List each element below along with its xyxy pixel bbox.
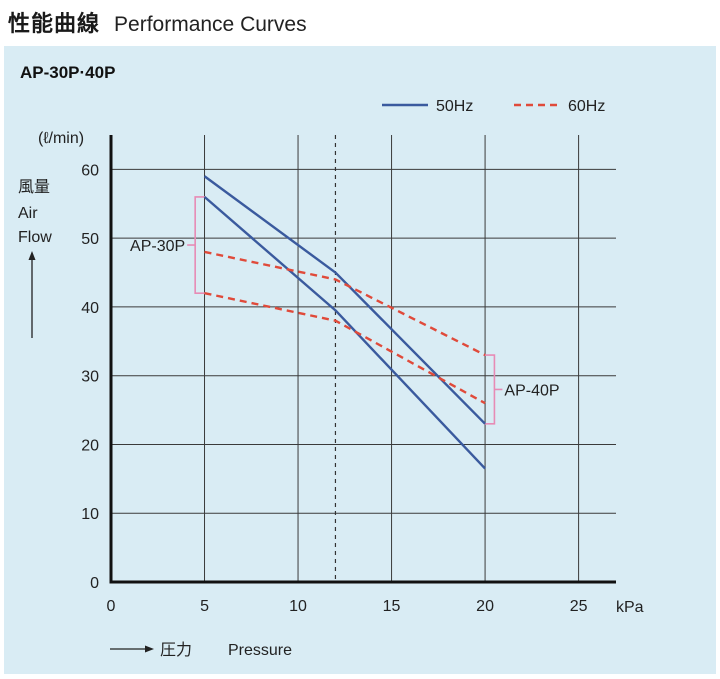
x-tick-20: 20 [476,598,494,615]
y-label-jp: 風量 [18,179,50,196]
y-tick-60: 60 [81,162,99,179]
performance-chart: AP-30P·40P 50Hz 60Hz (ℓ/min) 風量 Air Flow… [18,63,644,659]
y-arrow [28,251,36,338]
y-label-en-2: Flow [18,229,52,246]
x-tick-25: 25 [570,598,588,615]
y-tick-30: 30 [81,369,99,386]
y-label-en-1: Air [18,205,38,222]
model-label-ap-40p: AP-40P [504,382,559,399]
page-header: 性能曲線 Performance Curves [8,6,307,42]
x-tick-10: 10 [289,598,307,615]
y-unit: (ℓ/min) [38,130,84,147]
x-tick-15: 15 [383,598,401,615]
x-tick-0: 0 [107,598,116,615]
series-line-ap-40p-50hz [203,175,486,425]
legend-label-60hz: 60Hz [568,98,605,115]
x-tick-5: 5 [200,598,209,615]
page-title-jp: 性能曲線 [8,12,101,37]
bracket-ap-40p [484,354,496,425]
legend-label-50hz: 50Hz [436,98,473,115]
series-line-ap-30p-50hz [203,195,486,470]
y-tick-50: 50 [81,231,99,248]
x-arrow [110,645,154,653]
model-label-ap-30p: AP-30P [130,238,185,255]
y-tick-0: 0 [90,575,99,592]
series-line-ap-40p-60hz [204,250,486,357]
x-label-jp: 圧力 [160,641,192,659]
chart-panel: AP-30P·40P 50Hz 60Hz (ℓ/min) 風量 Air Flow… [4,46,716,674]
x-label-row: 圧力 Pressure [110,641,292,659]
bracket-ap-30p [194,196,206,294]
series-line-ap-30p-60hz [204,291,486,405]
y-tick-40: 40 [81,300,99,317]
y-tick-20: 20 [81,437,99,454]
x-unit: kPa [616,599,644,616]
y-tick-10: 10 [81,506,99,523]
page-title-en: Performance Curves [114,13,307,36]
legend: 50Hz 60Hz [382,98,605,115]
x-label-en: Pressure [228,642,292,659]
chart-title: AP-30P·40P [20,63,115,82]
